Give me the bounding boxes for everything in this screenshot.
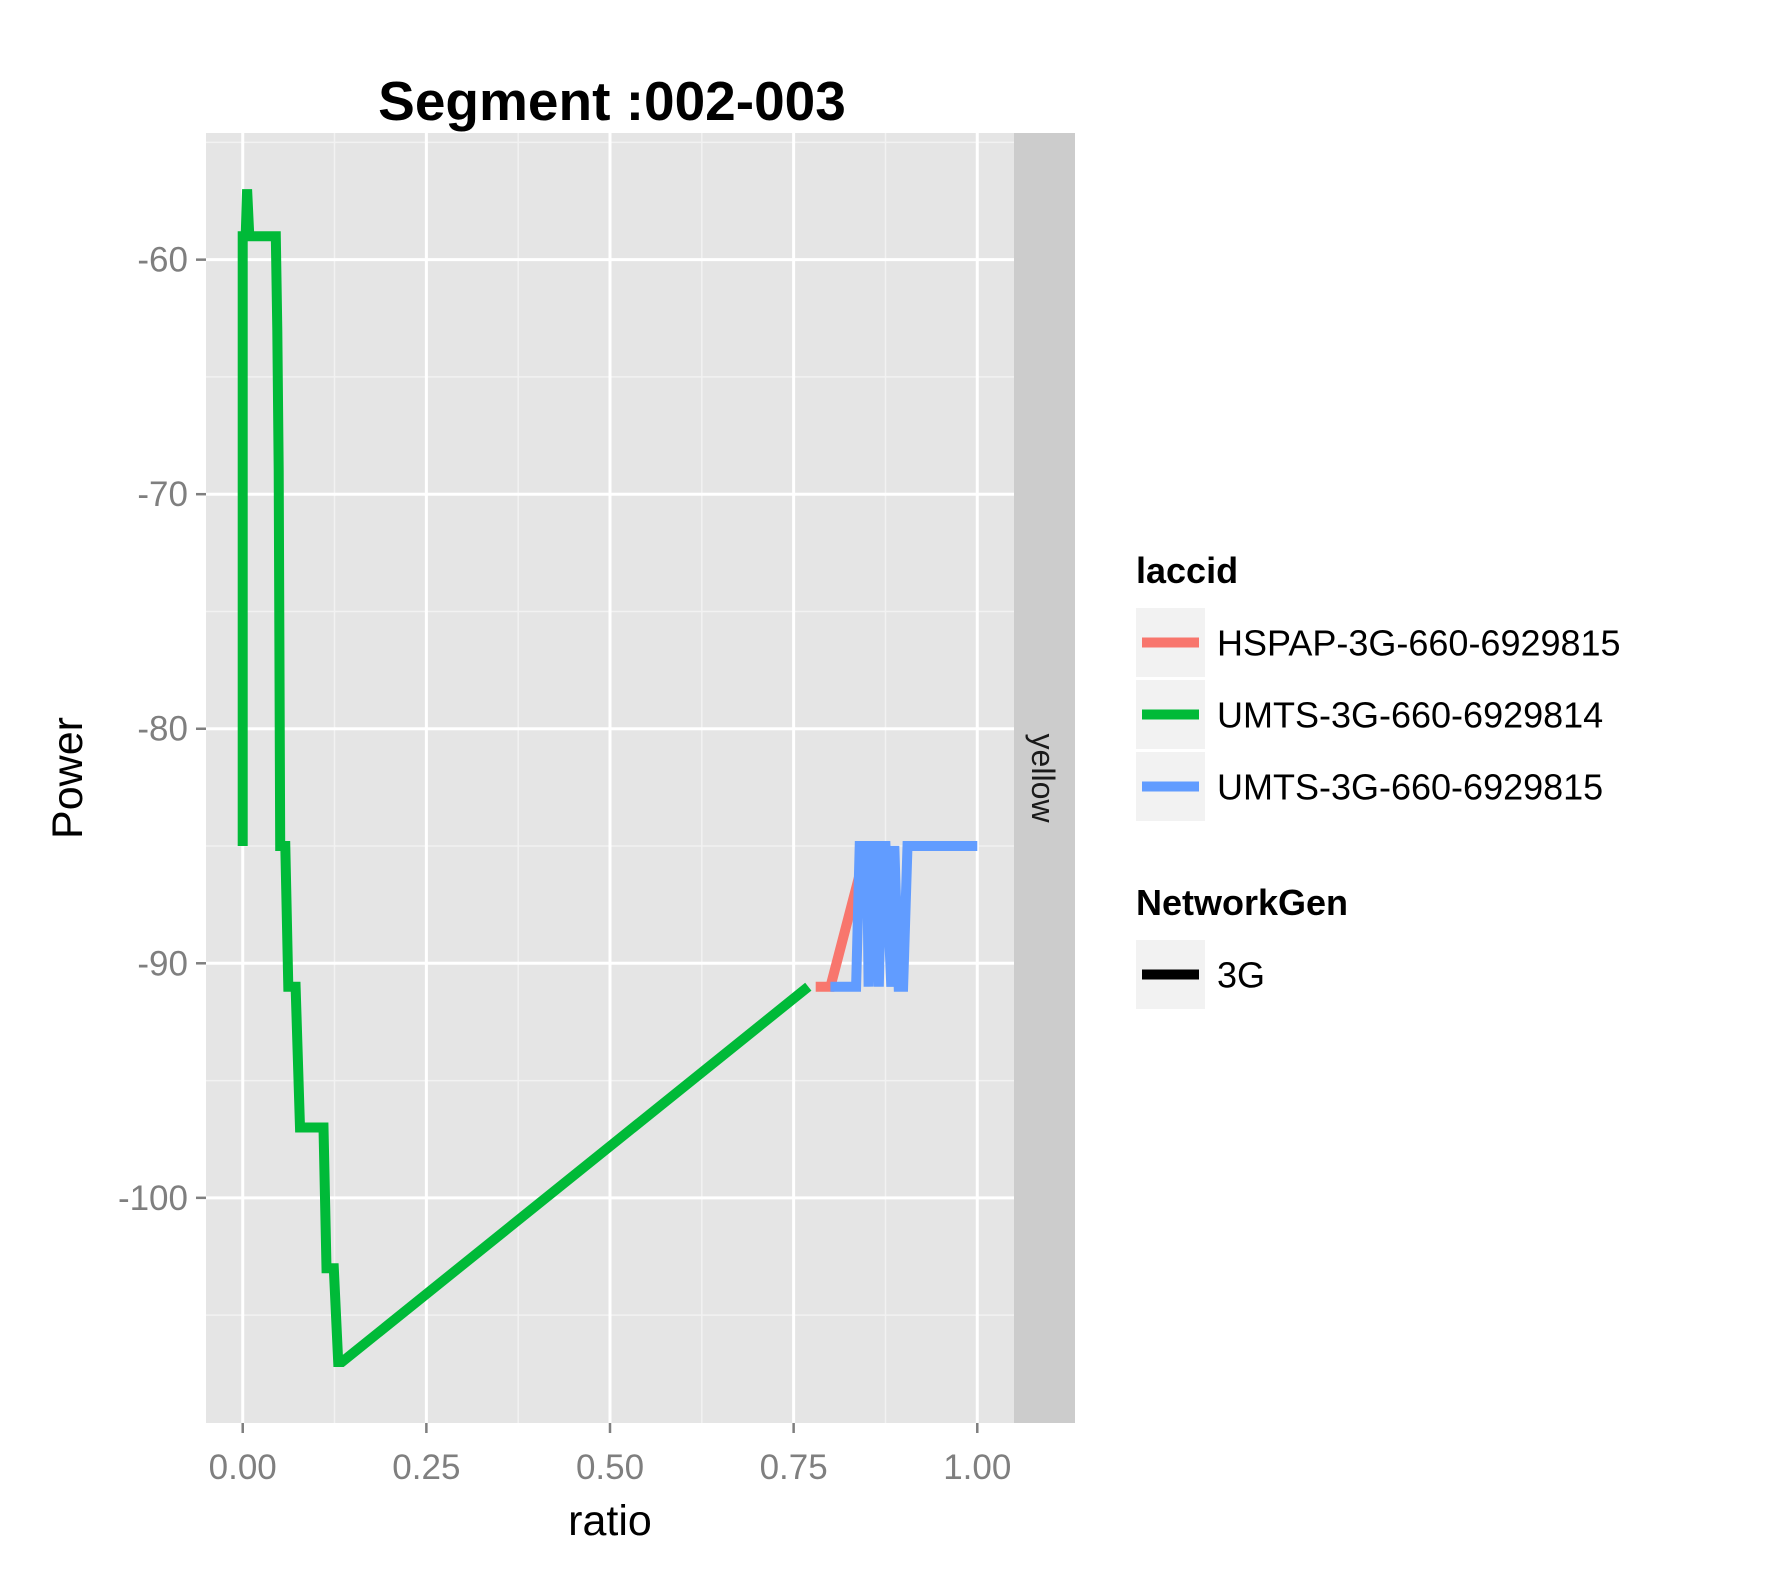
- facet-strip-label: yellow: [1025, 734, 1061, 824]
- x-axis-title: ratio: [568, 1497, 652, 1545]
- legend-label: UMTS-3G-660-6929815: [1217, 767, 1603, 808]
- y-tick-label: -100: [118, 1179, 188, 1218]
- x-tick-label: 0.50: [576, 1448, 644, 1487]
- y-tick-label: -70: [137, 475, 188, 514]
- legend: laccid HSPAP-3G-660-6929815 UMTS-3G-660-6…: [1136, 550, 1621, 1009]
- y-tick-label: -80: [137, 710, 188, 749]
- legend-title-networkgen: NetworkGen: [1136, 882, 1348, 923]
- x-tick-label: 1.00: [943, 1448, 1011, 1487]
- facet-strip: [1014, 133, 1075, 1423]
- legend-laccid-items: HSPAP-3G-660-6929815 UMTS-3G-660-6929814 U…: [1136, 608, 1621, 821]
- series-lines: [237, 189, 978, 1367]
- series-line-UMTS-3G-660-6929815: [830, 841, 978, 992]
- y-axis-title: Power: [44, 717, 92, 839]
- y-tick-label: -60: [137, 241, 188, 280]
- legend-label: HSPAP-3G-660-6929815: [1217, 623, 1621, 664]
- series-line-UMTS-3G-660-6929814: [237, 189, 812, 1367]
- legend-label: UMTS-3G-660-6929814: [1217, 695, 1603, 736]
- x-tick-label: 0.25: [392, 1448, 460, 1487]
- x-axis: 0.00 0.25 0.50 0.75 1.00: [209, 1423, 1011, 1487]
- y-axis: -60 -70 -80 -90 -100: [118, 241, 206, 1218]
- legend-label: 3G: [1217, 955, 1265, 996]
- legend-networkgen-items: 3G: [1136, 940, 1265, 1009]
- x-tick-label: 0.75: [760, 1448, 828, 1487]
- legend-title-laccid: laccid: [1136, 550, 1238, 591]
- y-tick-label: -90: [137, 944, 188, 983]
- plot-title: Segment :002-003: [378, 70, 846, 132]
- x-tick-label: 0.00: [209, 1448, 277, 1487]
